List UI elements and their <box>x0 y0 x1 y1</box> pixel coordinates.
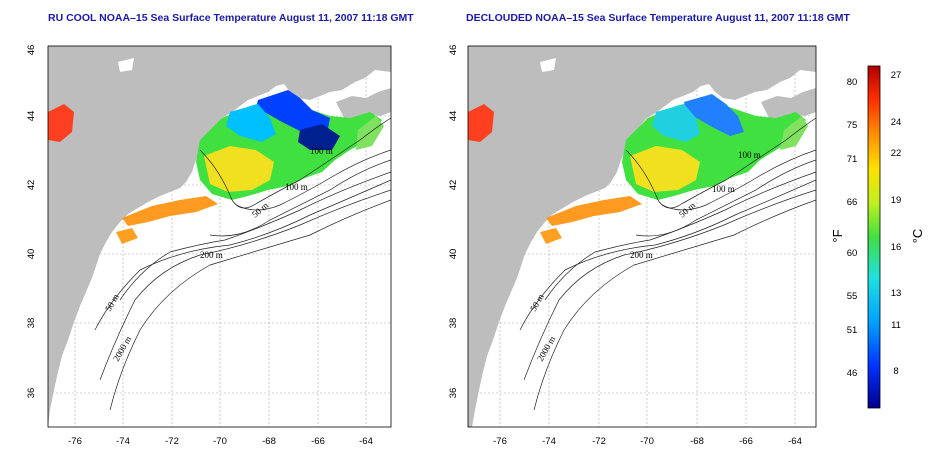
svg-text:19: 19 <box>891 195 902 206</box>
svg-text:46: 46 <box>448 45 459 56</box>
svg-text:44: 44 <box>26 111 37 122</box>
left-contour-label: 200 m <box>200 250 223 260</box>
svg-text:38: 38 <box>26 318 37 329</box>
right-frame <box>467 45 817 428</box>
left-frame <box>47 45 392 428</box>
left-land-novascotia <box>336 88 391 120</box>
svg-text:-76: -76 <box>68 436 82 447</box>
left-lake <box>118 58 134 72</box>
colorbar-fahrenheit-ticks: 80 75 71 66 60 55 51 46 <box>847 77 858 379</box>
right-land-novascotia <box>761 88 816 120</box>
svg-text:-64: -64 <box>359 436 373 447</box>
left-map: 100 m 100 m 50 m 200 m 50 m 2000 m -76 -… <box>26 45 392 447</box>
svg-text:24: 24 <box>891 117 902 128</box>
svg-text:40: 40 <box>448 249 459 260</box>
right-contour-label: 100 m <box>738 150 761 160</box>
svg-text:66: 66 <box>847 197 858 208</box>
svg-text:27: 27 <box>891 70 902 81</box>
svg-text:36: 36 <box>26 388 37 399</box>
svg-text:75: 75 <box>847 120 858 131</box>
svg-text:46: 46 <box>26 45 37 56</box>
svg-text:-66: -66 <box>311 436 325 447</box>
svg-text:11: 11 <box>891 320 901 331</box>
left-contour-label: 100 m <box>285 182 308 192</box>
right-sst <box>468 94 808 244</box>
svg-text:16: 16 <box>891 242 902 253</box>
left-contours <box>94 117 391 411</box>
right-lon-ticks: -76 -74 -72 -70 -68 -66 -64 <box>493 436 802 447</box>
svg-text:-72: -72 <box>165 436 179 447</box>
svg-text:40: 40 <box>26 249 37 260</box>
svg-text:-74: -74 <box>542 436 556 447</box>
left-contour-label: 100 m <box>310 146 333 156</box>
svg-text:-68: -68 <box>262 436 276 447</box>
svg-text:-64: -64 <box>788 436 802 447</box>
right-contours <box>519 117 816 411</box>
right-lat-ticks: 36 38 40 42 44 46 <box>448 45 459 399</box>
right-land <box>468 46 816 427</box>
svg-text:-74: -74 <box>116 436 130 447</box>
svg-text:60: 60 <box>847 248 858 259</box>
svg-text:80: 80 <box>847 77 858 88</box>
colorbar: 80 75 71 66 60 55 51 46 27 24 22 19 16 1… <box>830 65 925 409</box>
svg-text:42: 42 <box>448 180 459 191</box>
left-land <box>48 46 391 427</box>
svg-text:-70: -70 <box>640 436 654 447</box>
svg-text:42: 42 <box>26 180 37 191</box>
celsius-unit: °C <box>910 229 925 244</box>
svg-text:55: 55 <box>847 291 858 302</box>
fahrenheit-unit: °F <box>830 229 845 242</box>
svg-text:13: 13 <box>891 288 902 299</box>
right-lake <box>540 58 556 72</box>
left-lon-ticks: -76 -74 -72 -70 -68 -66 -64 <box>68 436 373 447</box>
svg-text:8: 8 <box>893 366 898 377</box>
svg-text:22: 22 <box>891 148 902 159</box>
svg-text:-68: -68 <box>690 436 704 447</box>
svg-text:-66: -66 <box>739 436 753 447</box>
svg-text:-70: -70 <box>213 436 227 447</box>
right-map: 100 m 100 m 50 m 200 m 50 m 2000 m -76 -… <box>448 45 817 447</box>
svg-text:71: 71 <box>847 154 858 165</box>
right-contour-label: 200 m <box>630 250 653 260</box>
svg-text:51: 51 <box>847 325 858 336</box>
svg-text:36: 36 <box>448 388 459 399</box>
svg-text:44: 44 <box>448 111 459 122</box>
right-map-title: DECLOUDED NOAA–15 Sea Surface Temperatur… <box>466 12 850 24</box>
svg-text:-76: -76 <box>493 436 507 447</box>
svg-text:38: 38 <box>448 318 459 329</box>
svg-text:-72: -72 <box>592 436 606 447</box>
left-lat-ticks: 36 38 40 42 44 46 <box>26 45 37 399</box>
left-sst <box>48 90 384 244</box>
colorbar-celsius-ticks: 27 24 22 19 16 13 11 8 <box>891 70 902 377</box>
svg-text:46: 46 <box>847 368 858 379</box>
right-contour-label: 100 m <box>712 184 735 194</box>
left-map-title: RU COOL NOAA–15 Sea Surface Temperature … <box>48 12 414 24</box>
colorbar-gradient <box>867 65 881 409</box>
